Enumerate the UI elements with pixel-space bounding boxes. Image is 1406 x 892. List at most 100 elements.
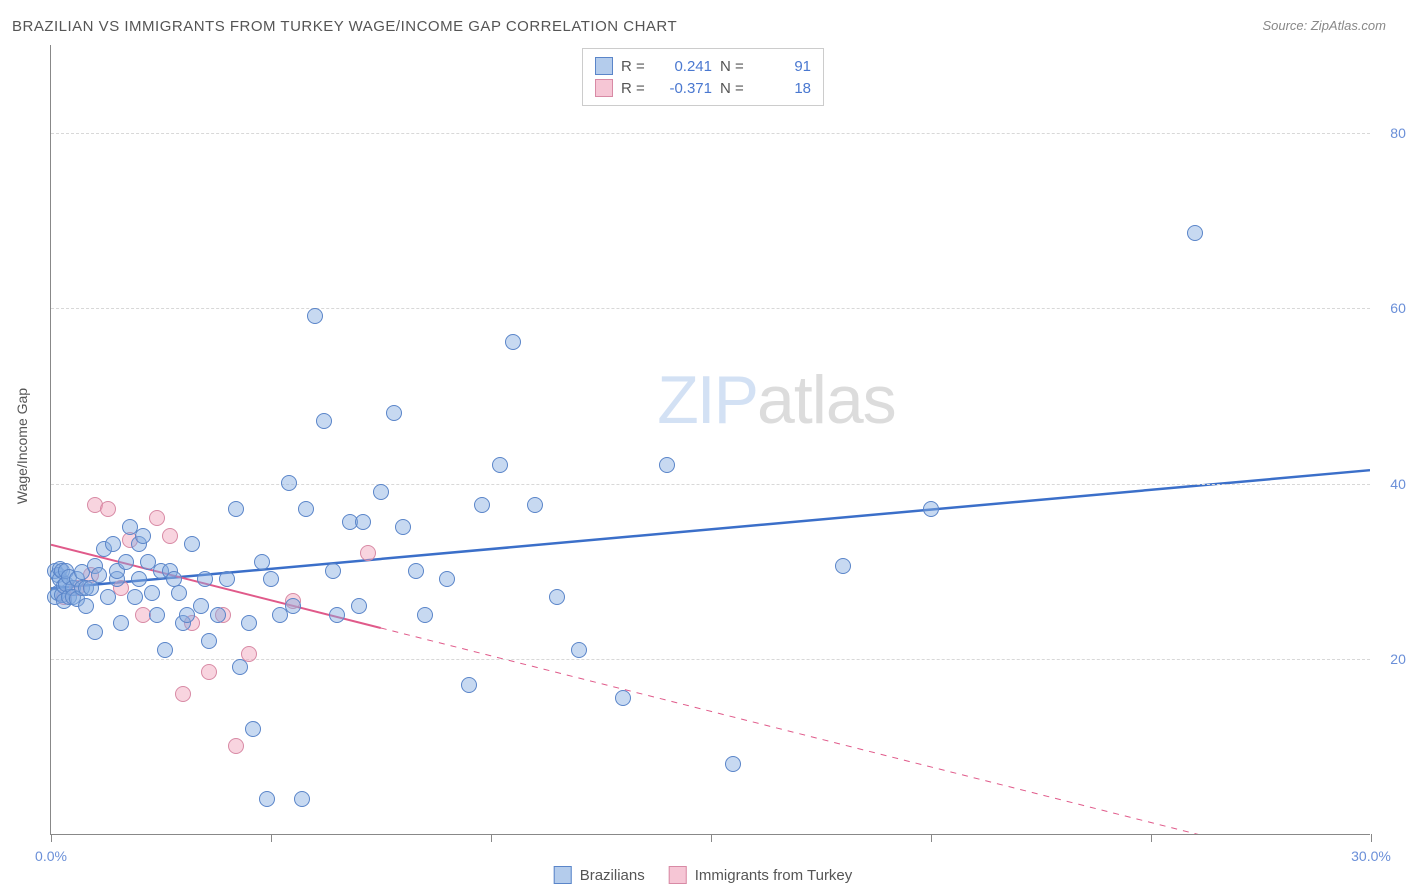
y-tick-label: 80.0% bbox=[1375, 125, 1406, 141]
data-point bbox=[461, 677, 477, 693]
data-point bbox=[149, 607, 165, 623]
x-tick-label: 30.0% bbox=[1351, 848, 1391, 864]
data-point bbox=[285, 598, 301, 614]
data-point bbox=[100, 501, 116, 517]
watermark-atlas: atlas bbox=[757, 362, 896, 438]
data-point bbox=[245, 721, 261, 737]
x-tick bbox=[491, 834, 492, 842]
data-point bbox=[100, 589, 116, 605]
plot-area: ZIPatlas 20.0%40.0%60.0%80.0%0.0%30.0% bbox=[50, 45, 1370, 835]
data-point bbox=[417, 607, 433, 623]
data-point bbox=[263, 571, 279, 587]
data-point bbox=[135, 528, 151, 544]
data-point bbox=[201, 633, 217, 649]
data-point bbox=[171, 585, 187, 601]
data-point bbox=[351, 598, 367, 614]
data-point bbox=[325, 563, 341, 579]
data-point bbox=[373, 484, 389, 500]
data-point bbox=[615, 690, 631, 706]
data-point bbox=[395, 519, 411, 535]
n-value-pink: 18 bbox=[756, 80, 811, 97]
data-point bbox=[505, 334, 521, 350]
data-point bbox=[228, 738, 244, 754]
n-label: N = bbox=[720, 80, 748, 97]
data-point bbox=[197, 571, 213, 587]
data-point bbox=[149, 510, 165, 526]
data-point bbox=[228, 501, 244, 517]
legend-item-blue: Brazilians bbox=[554, 866, 645, 884]
data-point bbox=[184, 536, 200, 552]
data-point bbox=[87, 624, 103, 640]
data-point bbox=[232, 659, 248, 675]
r-label: R = bbox=[621, 58, 649, 75]
source-name: ZipAtlas.com bbox=[1311, 18, 1386, 33]
data-point bbox=[439, 571, 455, 587]
data-point bbox=[201, 664, 217, 680]
data-point bbox=[294, 791, 310, 807]
data-point bbox=[118, 554, 134, 570]
r-label: R = bbox=[621, 80, 649, 97]
x-tick bbox=[271, 834, 272, 842]
legend-label-blue: Brazilians bbox=[580, 867, 645, 884]
data-point bbox=[162, 528, 178, 544]
chart-title: BRAZILIAN VS IMMIGRANTS FROM TURKEY WAGE… bbox=[12, 18, 677, 35]
data-point bbox=[259, 791, 275, 807]
data-point bbox=[105, 536, 121, 552]
gridline bbox=[51, 133, 1370, 134]
data-point bbox=[725, 756, 741, 772]
data-point bbox=[193, 598, 209, 614]
x-tick-label: 0.0% bbox=[35, 848, 67, 864]
watermark: ZIPatlas bbox=[657, 361, 895, 439]
regression-lines bbox=[51, 45, 1370, 834]
watermark-zip: ZIP bbox=[657, 362, 757, 438]
data-point bbox=[527, 497, 543, 513]
data-point bbox=[241, 615, 257, 631]
data-point bbox=[386, 405, 402, 421]
x-tick bbox=[1151, 834, 1152, 842]
x-tick bbox=[931, 834, 932, 842]
data-point bbox=[474, 497, 490, 513]
data-point bbox=[210, 607, 226, 623]
stats-row-pink: R = -0.371 N = 18 bbox=[595, 77, 811, 99]
y-axis-label: Wage/Income Gap bbox=[14, 388, 30, 504]
data-point bbox=[175, 686, 191, 702]
n-label: N = bbox=[720, 58, 748, 75]
data-point bbox=[329, 607, 345, 623]
x-tick bbox=[51, 834, 52, 842]
data-point bbox=[360, 545, 376, 561]
gridline bbox=[51, 308, 1370, 309]
data-point bbox=[113, 615, 129, 631]
n-value-blue: 91 bbox=[756, 58, 811, 75]
data-point bbox=[131, 571, 147, 587]
data-point bbox=[254, 554, 270, 570]
swatch-blue bbox=[554, 866, 572, 884]
y-tick-label: 60.0% bbox=[1375, 300, 1406, 316]
data-point bbox=[549, 589, 565, 605]
swatch-pink bbox=[595, 79, 613, 97]
source-attribution: Source: ZipAtlas.com bbox=[1262, 18, 1386, 33]
gridline bbox=[51, 484, 1370, 485]
data-point bbox=[157, 642, 173, 658]
data-point bbox=[492, 457, 508, 473]
data-point bbox=[91, 567, 107, 583]
source-label: Source: bbox=[1262, 18, 1310, 33]
data-point bbox=[307, 308, 323, 324]
legend-item-pink: Immigrants from Turkey bbox=[669, 866, 853, 884]
data-point bbox=[316, 413, 332, 429]
stats-row-blue: R = 0.241 N = 91 bbox=[595, 55, 811, 77]
data-point bbox=[78, 598, 94, 614]
y-tick-label: 20.0% bbox=[1375, 651, 1406, 667]
data-point bbox=[571, 642, 587, 658]
data-point bbox=[923, 501, 939, 517]
x-tick bbox=[1371, 834, 1372, 842]
data-point bbox=[219, 571, 235, 587]
data-point bbox=[1187, 225, 1203, 241]
data-point bbox=[281, 475, 297, 491]
data-point bbox=[127, 589, 143, 605]
data-point bbox=[298, 501, 314, 517]
data-point bbox=[659, 457, 675, 473]
legend-label-pink: Immigrants from Turkey bbox=[695, 867, 853, 884]
r-value-blue: 0.241 bbox=[657, 58, 712, 75]
swatch-blue bbox=[595, 57, 613, 75]
data-point bbox=[835, 558, 851, 574]
